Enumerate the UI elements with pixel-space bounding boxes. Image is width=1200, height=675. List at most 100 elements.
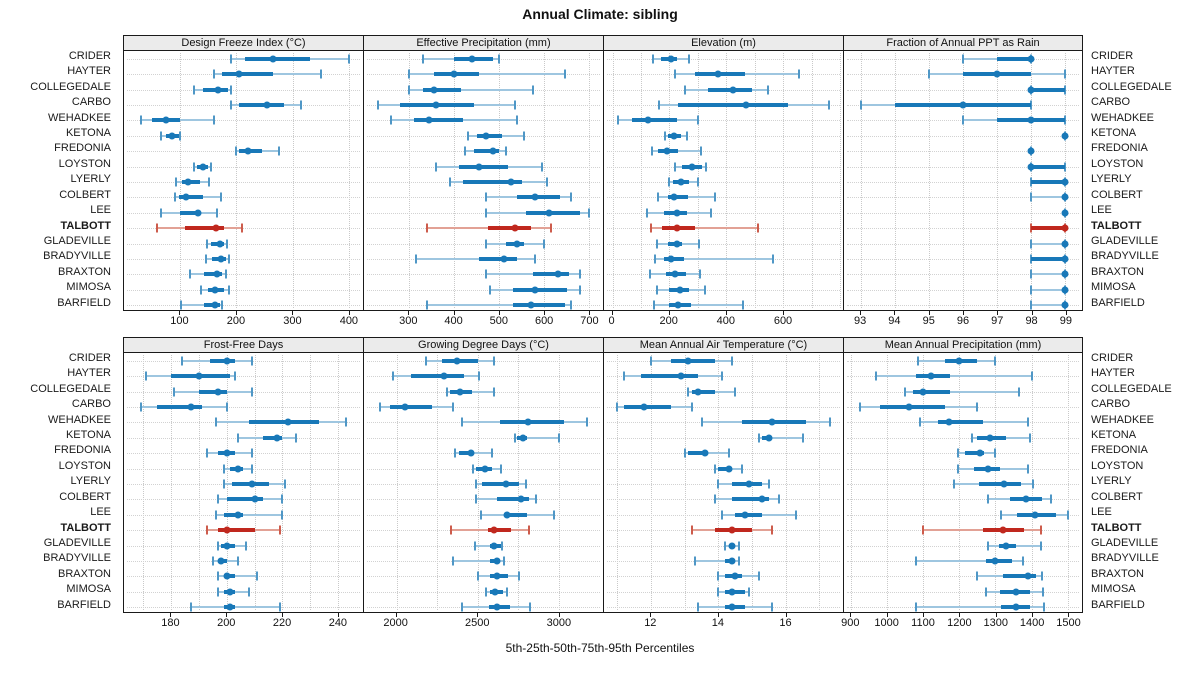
whisker-line — [650, 227, 759, 230]
whisker-cap — [645, 208, 648, 218]
whisker-cap — [1026, 417, 1029, 427]
site-label: HAYTER — [67, 65, 111, 78]
row-guide — [127, 120, 360, 122]
row-guide — [367, 289, 600, 291]
whisker-cap — [225, 402, 228, 412]
whisker-cap — [281, 494, 284, 504]
median-dot — [284, 418, 292, 426]
whisker-line — [190, 606, 280, 609]
whisker-cap — [690, 525, 693, 535]
site-label: CARBO — [1091, 96, 1131, 109]
whisker-cap — [534, 494, 537, 504]
median-dot — [490, 542, 498, 550]
whisker-cap — [971, 433, 973, 443]
whisker-line — [452, 560, 504, 563]
median-dot — [1027, 55, 1035, 63]
whisker-cap — [214, 417, 217, 427]
whisker-cap — [699, 146, 702, 156]
axis-tick-label: 700 — [580, 315, 599, 327]
row-guide — [607, 166, 840, 168]
row-guide — [127, 274, 360, 276]
median-dot — [1061, 209, 1069, 217]
median-dot — [667, 55, 675, 63]
whisker-cap — [703, 285, 706, 295]
axis-tick — [498, 311, 500, 315]
axis-tick-label: 200 — [659, 315, 678, 327]
site-label: GLADEVILLE — [43, 234, 111, 247]
gridline — [640, 53, 642, 308]
iqr-bar — [997, 56, 1031, 61]
whisker-cap — [281, 510, 284, 520]
whisker-cap — [737, 541, 740, 551]
whisker-cap — [690, 402, 693, 412]
gridline — [840, 53, 842, 308]
site-label: KETONA — [65, 127, 111, 140]
iqr-bar — [184, 226, 225, 231]
whisker-cap — [1066, 510, 1069, 520]
whisker-cap — [962, 54, 964, 64]
site-label: WEHADKEE — [1091, 413, 1154, 426]
whisker-cap — [1064, 85, 1066, 95]
whisker-line — [1031, 242, 1065, 245]
whisker-line — [415, 258, 536, 261]
whisker-cap — [502, 556, 505, 566]
iqr-bar — [912, 389, 951, 394]
median-dot — [234, 511, 242, 519]
site-labels-right-top: CRIDER HAYTER COLLEGEDALE CARBO WEHADKEE KETO… — [1086, 49, 1200, 311]
row-guide — [607, 406, 840, 408]
x-axis-caption: 5th-25th-50th-75th-95th Percentiles — [505, 641, 695, 655]
site-label: TALBOTT — [60, 219, 111, 232]
site-label: FREDONIA — [54, 444, 111, 457]
row-guide — [847, 197, 1079, 199]
iqr-bar — [422, 87, 461, 92]
median-dot — [1000, 480, 1008, 488]
iqr-bar — [512, 303, 565, 308]
axis-tick — [395, 613, 397, 617]
site-label: MIMOSA — [1091, 281, 1136, 294]
whisker-cap — [757, 433, 760, 443]
whisker-cap — [212, 69, 215, 79]
median-dot — [467, 449, 475, 457]
median-dot — [728, 588, 736, 596]
median-dot — [493, 557, 500, 565]
whisker-cap — [250, 448, 253, 458]
median-dot — [728, 557, 736, 565]
whisker-cap — [1064, 69, 1066, 79]
axis-tick — [558, 613, 560, 617]
whisker-cap — [999, 510, 1002, 520]
row-guide — [607, 376, 840, 378]
row-guide — [367, 212, 600, 214]
whisker-cap — [797, 69, 800, 79]
whisker-cap — [514, 100, 517, 110]
panel-strip-header: Effective Precipitation (mm) — [364, 36, 603, 51]
median-dot — [502, 480, 510, 488]
whisker-cap — [550, 223, 553, 233]
median-dot — [223, 542, 231, 550]
median-dot — [468, 55, 476, 63]
axis-tick — [611, 311, 613, 315]
axis-tick — [997, 311, 999, 315]
whisker-line — [409, 88, 534, 91]
whisker-cap — [180, 300, 183, 310]
gridline — [651, 355, 653, 610]
median-dot — [223, 357, 231, 365]
whisker-cap — [688, 54, 691, 64]
site-label: BARFIELD — [57, 296, 111, 309]
whisker-cap — [518, 571, 521, 581]
median-dot — [714, 70, 722, 78]
iqr-bar — [979, 482, 1021, 486]
gridline — [226, 355, 228, 610]
site-label: KETONA — [1091, 127, 1137, 140]
whisker-cap — [155, 223, 158, 233]
site-label: BRAXTON — [1091, 265, 1144, 278]
whisker-cap — [1039, 541, 1042, 551]
whisker-cap — [952, 479, 955, 489]
whisker-cap — [658, 100, 661, 110]
median-dot — [216, 240, 224, 248]
axis-tick-label: 97 — [991, 315, 1004, 327]
site-label: BRADYVILLE — [43, 552, 111, 565]
whisker-cap — [532, 85, 535, 95]
row-guide — [127, 212, 360, 214]
panel: Design Freeze Index (°C) — [123, 35, 363, 311]
gridline — [811, 53, 813, 308]
